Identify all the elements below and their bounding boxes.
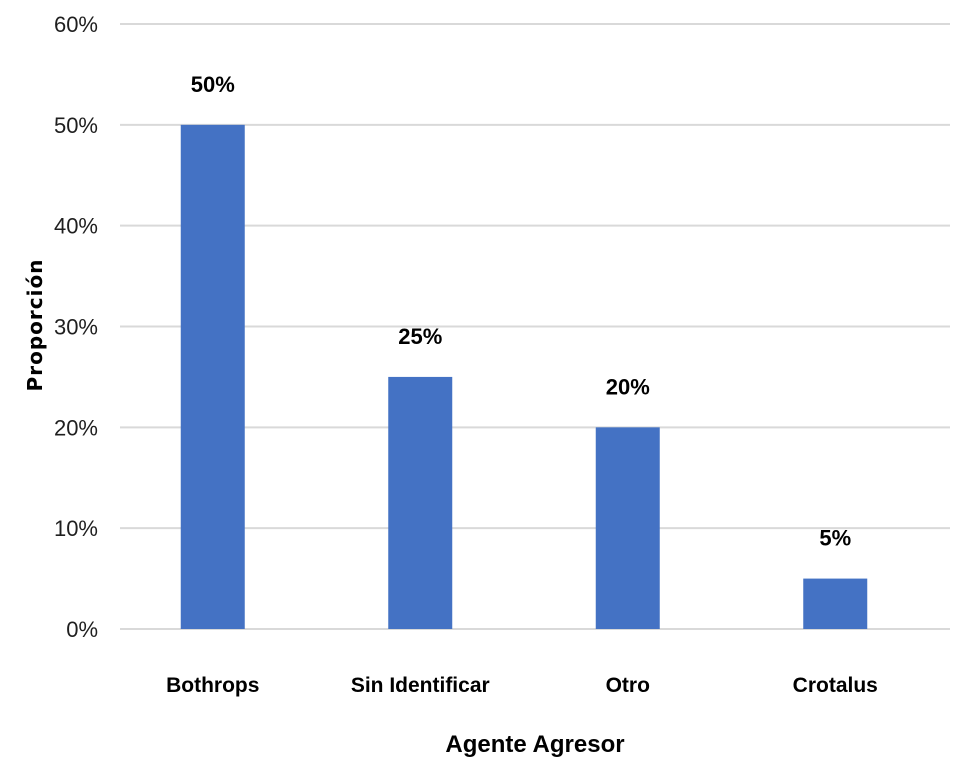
data-label: 25% [398, 324, 442, 349]
x-category-label: Bothrops [166, 674, 259, 697]
y-tick-label: 60% [54, 12, 98, 37]
x-category-label: Sin Identificar [351, 674, 490, 697]
bar [803, 578, 868, 629]
x-axis-categories: Bothrops Sin Identificar Otro Crotalus [166, 674, 878, 697]
x-axis-title: Agente Agresor [445, 731, 624, 758]
y-tick-label: 30% [54, 315, 98, 340]
y-tick-label: 50% [54, 113, 98, 138]
data-label: 20% [606, 374, 650, 399]
y-axis-title: Proporción [23, 259, 47, 392]
y-tick-label: 0% [66, 617, 98, 642]
bars [180, 124, 868, 629]
y-tick-label: 20% [54, 415, 98, 440]
gridlines [120, 23, 950, 630]
data-label: 50% [191, 72, 235, 97]
bar [388, 376, 453, 629]
x-category-label: Otro [606, 674, 650, 697]
y-tick-label: 10% [54, 516, 98, 541]
y-tick-label: 40% [54, 214, 98, 239]
data-label: 5% [819, 526, 851, 551]
y-axis-ticks: 0% 10% 20% 30% 40% 50% 60% [54, 12, 98, 642]
data-labels: 50% 25% 20% 5% [191, 72, 851, 551]
x-category-label: Crotalus [793, 674, 878, 697]
bar [180, 124, 245, 629]
bar [595, 427, 660, 629]
